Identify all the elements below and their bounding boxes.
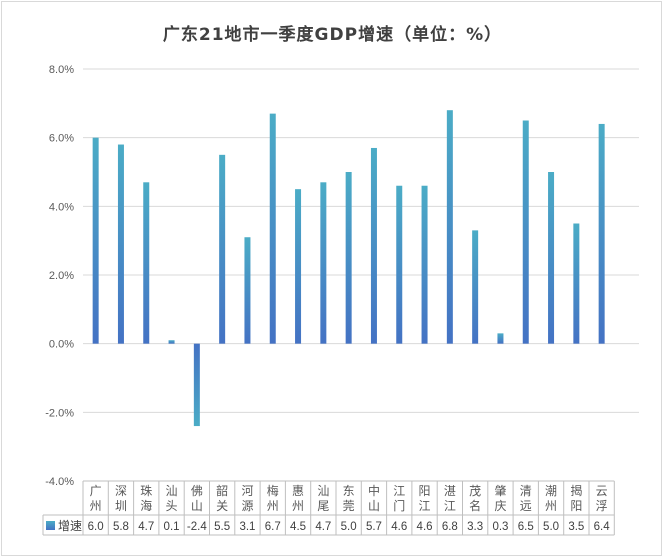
- bar-16: [472, 230, 479, 344]
- category-label: 揭: [570, 483, 582, 498]
- data-table-value: 5.7: [366, 521, 382, 533]
- data-table-value: 6.4: [594, 521, 611, 533]
- category-label: 州: [267, 499, 279, 513]
- category-label: 尾: [317, 499, 329, 513]
- bar-18: [522, 120, 529, 344]
- category-label: 东: [343, 484, 355, 498]
- category-label: 汕: [166, 484, 178, 498]
- data-table-value: 4.7: [315, 521, 331, 533]
- data-table-value: 6.5: [518, 521, 534, 533]
- bar-15: [446, 110, 453, 344]
- y-tick-label: 0.0%: [49, 339, 74, 351]
- data-table-value: 5.8: [113, 521, 129, 533]
- category-label: 珠: [140, 484, 152, 498]
- category-label: 庆: [494, 499, 506, 513]
- category-label: 阳: [570, 499, 582, 513]
- category-label: 清: [520, 484, 532, 498]
- data-table-value: 5.5: [214, 521, 230, 533]
- bar-4: [168, 340, 175, 344]
- category-label: 江: [444, 499, 456, 513]
- gridlines: [83, 68, 639, 413]
- category-label: 河: [241, 484, 253, 498]
- category-label: 肇: [494, 483, 506, 498]
- bar-17: [497, 333, 504, 344]
- y-tick-label: -4.0%: [45, 476, 74, 488]
- data-table-value: 6.0: [88, 521, 104, 533]
- data-table-value: 3.1: [239, 521, 255, 533]
- data-table-value: -2.4: [187, 521, 207, 533]
- category-label: 海: [140, 498, 152, 513]
- category-label: 佛: [191, 484, 203, 498]
- data-table-value: 4.7: [138, 521, 154, 533]
- category-label: 州: [545, 499, 557, 513]
- y-tick-label: -2.0%: [45, 407, 74, 419]
- y-tick-label: 6.0%: [49, 133, 74, 145]
- category-label: 中: [368, 483, 380, 498]
- data-table: 广州6.0深圳5.8珠海4.7汕头0.1佛山-2.4韶关5.5河源3.1梅州6.…: [42, 480, 615, 536]
- bar-8: [269, 113, 276, 344]
- category-label: 名: [469, 498, 481, 513]
- data-table-value: 4.6: [417, 521, 433, 533]
- category-label: 头: [166, 499, 178, 513]
- legend-key: [46, 521, 55, 530]
- data-table-value: 6.7: [265, 521, 281, 533]
- legend-label: 增速: [58, 519, 82, 533]
- category-label: 州: [292, 499, 304, 513]
- bar-3: [143, 182, 150, 344]
- category-label: 茂: [469, 484, 481, 498]
- category-label: 州: [90, 499, 102, 513]
- bar-13: [396, 185, 403, 344]
- y-axis: 8.0% 6.0% 4.0% 2.0% 0.0% -2.0% -4.0%: [45, 64, 74, 488]
- bar-19: [548, 172, 555, 344]
- category-label: 门: [393, 498, 405, 513]
- bar-20: [573, 223, 580, 344]
- category-label: 山: [368, 499, 380, 513]
- category-label: 深: [115, 484, 127, 498]
- data-table-value: 3.5: [568, 521, 584, 533]
- bar-12: [370, 147, 377, 344]
- category-label: 阳: [419, 484, 431, 498]
- data-table-value: 3.3: [467, 521, 483, 533]
- bar-5: [193, 343, 200, 427]
- category-label: 湛: [444, 484, 456, 498]
- category-label: 山: [191, 499, 203, 513]
- data-table-value: 5.0: [341, 521, 357, 533]
- data-table-value: 6.8: [442, 521, 458, 533]
- category-label: 关: [216, 499, 228, 513]
- category-label: 云: [596, 484, 608, 498]
- bar-2: [117, 144, 124, 344]
- bar-11: [345, 172, 352, 344]
- data-table-value: 0.1: [164, 521, 180, 533]
- bar-1: [92, 137, 99, 344]
- data-table-value: 5.0: [543, 521, 559, 533]
- category-label: 韶: [216, 483, 228, 498]
- bar-6: [219, 154, 226, 344]
- bar-14: [421, 185, 428, 344]
- category-label: 圳: [115, 499, 127, 513]
- data-table-value: 0.3: [492, 521, 508, 533]
- chart-title: 广东21地市一季度GDP增速（单位：%）: [162, 25, 503, 45]
- category-label: 莞: [343, 499, 355, 513]
- category-label: 源: [241, 499, 253, 513]
- category-label: 江: [419, 499, 431, 513]
- data-table-value: 4.5: [290, 521, 306, 533]
- category-label: 惠: [292, 484, 304, 498]
- category-label: 江: [393, 484, 405, 498]
- category-label: 汕: [317, 484, 329, 498]
- y-tick-label: 2.0%: [49, 270, 74, 282]
- bar-21: [598, 123, 605, 344]
- bar-7: [244, 237, 251, 344]
- data-table-value: 4.6: [391, 521, 407, 533]
- bar-9: [295, 189, 302, 344]
- bar-10: [320, 182, 327, 344]
- category-label: 潮: [545, 483, 557, 498]
- bars: [92, 110, 605, 427]
- category-label: 广: [90, 484, 102, 498]
- category-label: 浮: [596, 499, 608, 513]
- category-label: 梅: [267, 483, 279, 498]
- y-tick-label: 8.0%: [49, 64, 74, 76]
- y-tick-label: 4.0%: [49, 201, 74, 213]
- category-label: 远: [520, 499, 532, 513]
